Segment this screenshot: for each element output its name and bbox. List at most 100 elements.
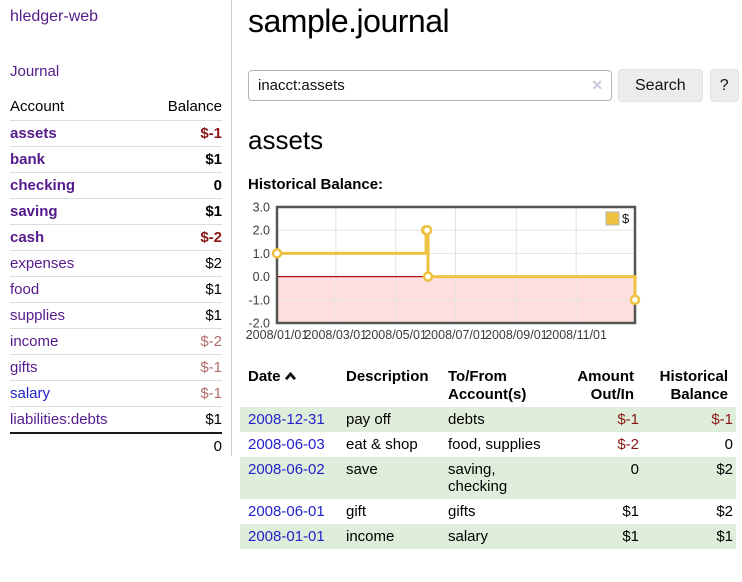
account-balance: $1 [146, 302, 222, 329]
account-balance: 0 [146, 172, 222, 199]
account-link[interactable]: assets [10, 125, 57, 142]
transaction-row: 2008-06-03 eat & shop food, supplies $-2 0 [240, 432, 736, 457]
transaction-date-link[interactable]: 2008-12-31 [248, 411, 325, 428]
svg-text:2008/05/01: 2008/05/01 [364, 328, 427, 342]
svg-text:2008/07/01: 2008/07/01 [424, 328, 487, 342]
account-link[interactable]: food [10, 281, 40, 298]
transaction-amount: 0 [630, 461, 639, 478]
accounts-total-row: 0 [10, 432, 222, 459]
sidebar: hledger-web Journal Account Balance asse… [0, 0, 232, 459]
transaction-balance: $2 [716, 461, 733, 478]
search-input[interactable] [248, 70, 612, 101]
account-balance: $1 [146, 276, 222, 303]
account-balance: $1 [146, 406, 222, 433]
account-balance: $-2 [146, 224, 222, 251]
account-balance: $-1 [146, 380, 222, 407]
svg-text:-1.0: -1.0 [248, 293, 270, 307]
account-link[interactable]: liabilities:debts [10, 411, 108, 428]
svg-text:3.0: 3.0 [253, 201, 270, 215]
svg-text:2008/03/01: 2008/03/01 [305, 328, 368, 342]
svg-text:0.0: 0.0 [253, 270, 270, 284]
accounts-header-balance: Balance [167, 98, 222, 115]
account-link[interactable]: supplies [10, 307, 66, 324]
account-balance: $2 [146, 250, 222, 277]
transaction-row: 2008-06-01 gift gifts $1 $2 [240, 499, 736, 524]
search-bar: ✕ Search ? [248, 69, 740, 102]
account-row: income $-2 [10, 328, 222, 355]
account-row: salary $-1 [10, 380, 222, 407]
transaction-accounts: food, supplies [448, 436, 541, 453]
register-header-date[interactable]: Date [240, 365, 338, 407]
transaction-date-link[interactable]: 2008-06-01 [248, 503, 325, 520]
page: hledger-web Journal Account Balance asse… [0, 0, 742, 549]
register-header-accounts: To/From Account(s) [448, 368, 527, 403]
historical-balance-chart: $3.0 2.0 1.0 0.0 -1.0 -2.02008/01/012008/03/0… [246, 201, 641, 342]
account-link[interactable]: saving [10, 203, 58, 220]
account-link[interactable]: income [10, 333, 59, 350]
chart-title: Historical Balance: [248, 176, 384, 193]
transaction-description: income [346, 528, 395, 545]
sort-ascending-icon [284, 369, 297, 387]
account-row: bank $1 [10, 146, 222, 173]
accounts-total-value: 0 [146, 432, 222, 459]
svg-text:2.0: 2.0 [253, 224, 270, 238]
clear-search-icon[interactable]: ✕ [591, 77, 603, 93]
account-link[interactable]: expenses [10, 255, 75, 272]
account-balance: $-1 [146, 354, 222, 381]
transaction-row: 2008-12-31 pay off debts $-1 $-1 [240, 407, 736, 432]
brand-link[interactable]: hledger-web [10, 8, 99, 25]
register-header-amount: Amount Out/In [577, 368, 634, 403]
account-heading: assets [248, 125, 324, 155]
transaction-amount: $-2 [617, 436, 639, 453]
account-row: liabilities:debts $1 [10, 406, 222, 433]
svg-text:2008/11/01: 2008/11/01 [545, 328, 607, 342]
account-balance: $1 [146, 146, 222, 173]
svg-text:-2.0: -2.0 [248, 317, 270, 331]
account-row: food $1 [10, 276, 222, 303]
transaction-date-link[interactable]: 2008-06-02 [248, 461, 325, 478]
transaction-row: 2008-01-01 income salary $1 $1 [240, 524, 736, 549]
transaction-accounts: debts [448, 411, 485, 428]
account-balance: $1 [146, 198, 222, 225]
account-row: assets $-1 [10, 120, 222, 147]
transaction-balance: $2 [716, 503, 733, 520]
accounts-table: Account Balance assets $-1 bank $1 checking 0… [10, 95, 222, 459]
account-row: checking 0 [10, 172, 222, 199]
transaction-date-link[interactable]: 2008-01-01 [248, 528, 325, 545]
account-row: saving $1 [10, 198, 222, 225]
register-header-balance: Historical Balance [659, 368, 728, 403]
account-row: cash $-2 [10, 224, 222, 251]
accounts-header-account: Account [10, 98, 65, 115]
account-row: gifts $-1 [10, 354, 222, 381]
account-link[interactable]: checking [10, 177, 76, 194]
page-title: sample.journal [248, 3, 450, 39]
transaction-accounts: saving, checking [448, 461, 508, 495]
transaction-balance: $1 [716, 528, 733, 545]
account-link[interactable]: bank [10, 151, 46, 168]
transaction-amount: $1 [622, 528, 639, 545]
account-balance: $-1 [146, 120, 222, 147]
account-balance: $-2 [146, 328, 222, 355]
account-link[interactable]: cash [10, 229, 45, 246]
register-table: Date Description To/From Account(s) Amou… [240, 365, 736, 549]
account-link[interactable]: gifts [10, 359, 38, 376]
account-row: expenses $2 [10, 250, 222, 277]
transaction-description: gift [346, 503, 367, 520]
transaction-accounts: salary [448, 528, 489, 545]
register-header-description: Description [346, 368, 429, 385]
sidebar-item-journal[interactable]: Journal [10, 63, 60, 80]
account-row: supplies $1 [10, 302, 222, 329]
transaction-description: save [346, 461, 378, 478]
account-link[interactable]: salary [10, 385, 51, 402]
transaction-balance: $-1 [711, 411, 733, 428]
transaction-accounts: gifts [448, 503, 476, 520]
help-button[interactable]: ? [709, 69, 739, 102]
svg-text:2008/09/01: 2008/09/01 [485, 328, 548, 342]
main-content: sample.journal ✕ Search ? assets Histori… [232, 0, 742, 549]
search-button[interactable]: Search [618, 69, 703, 102]
svg-text:$: $ [622, 211, 630, 226]
svg-text:2008/01/01: 2008/01/01 [246, 328, 309, 342]
svg-text:1.0: 1.0 [253, 247, 270, 261]
transaction-date-link[interactable]: 2008-06-03 [248, 436, 325, 453]
transaction-description: pay off [346, 411, 391, 428]
